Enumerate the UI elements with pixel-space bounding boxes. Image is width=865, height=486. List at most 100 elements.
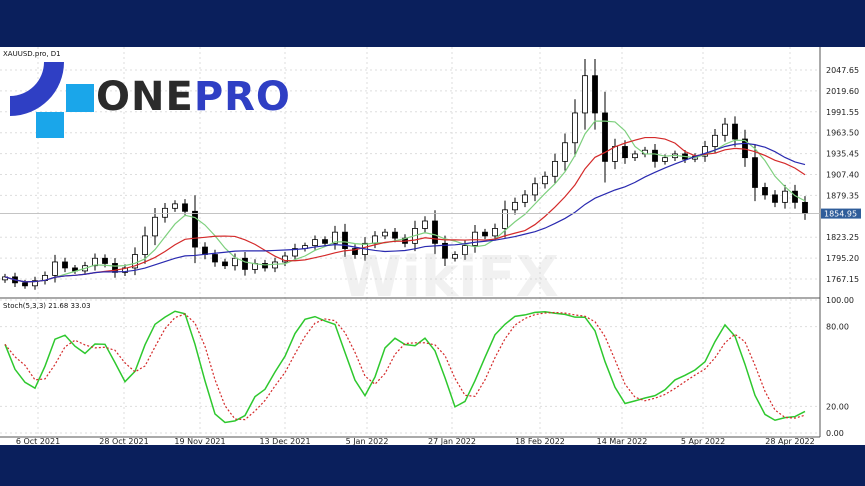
candle (582, 75, 588, 114)
candle (602, 112, 608, 162)
candle (102, 257, 108, 264)
candle (232, 257, 238, 267)
candle (562, 142, 568, 162)
stoch-tick-label: 20.00 (826, 402, 849, 411)
y-tick-label: 1991.55 (826, 108, 859, 117)
candle (222, 261, 228, 267)
stoch-tick-label: 0.00 (826, 429, 844, 438)
candle (432, 220, 438, 244)
ma-fast-line (4, 120, 806, 283)
ma-medium-line (4, 136, 806, 283)
candle (622, 146, 628, 159)
candle (452, 254, 458, 259)
candle (702, 146, 708, 157)
candle (652, 149, 658, 162)
candle (142, 235, 148, 255)
candle (262, 263, 268, 269)
candle (752, 157, 758, 188)
candle (442, 242, 448, 259)
candle (272, 261, 278, 269)
candle (192, 210, 198, 248)
candle (22, 282, 28, 287)
candle (532, 183, 538, 196)
y-tick-label: 1795.20 (826, 254, 859, 263)
x-tick-label: 5 Jan 2022 (346, 437, 389, 445)
candle (802, 201, 808, 214)
candle (712, 134, 718, 147)
x-tick-label: 13 Dec 2021 (259, 437, 310, 445)
candle (772, 194, 778, 203)
logo-text: ONEPRO (96, 74, 291, 120)
y-tick-label: 2047.65 (826, 66, 859, 75)
y-tick-label: 1767.15 (826, 275, 859, 284)
candle (732, 123, 738, 140)
candle (722, 123, 728, 136)
candle (512, 201, 518, 211)
candle (212, 254, 218, 263)
candle (592, 75, 598, 114)
candle (92, 257, 98, 267)
stoch-label: Stoch(5,3,3) 21.68 33.03 (3, 302, 91, 310)
candle (112, 263, 118, 273)
stoch-tick-label: 80.00 (826, 323, 849, 332)
candle (662, 157, 668, 162)
x-tick-label: 28 Apr 2022 (765, 437, 814, 445)
candle (202, 246, 208, 255)
candle (422, 220, 428, 229)
candle (372, 235, 378, 244)
stoch-tick-label: 100.00 (826, 296, 854, 305)
candle (172, 203, 178, 209)
current-price-label: 1854.95 (824, 210, 857, 219)
candle (52, 261, 58, 276)
x-tick-label: 28 Oct 2021 (99, 437, 148, 445)
candle (632, 153, 638, 159)
candle (542, 175, 548, 185)
candle (522, 194, 528, 203)
candle (762, 187, 768, 196)
candle (62, 261, 68, 269)
candle (332, 231, 338, 244)
x-tick-label: 18 Feb 2022 (515, 437, 565, 445)
candle (492, 228, 498, 237)
y-tick-label: 2019.60 (826, 87, 859, 96)
candle (552, 160, 558, 177)
chart-frame: 2047.65 2019.60 1991.55 1963.50 1935.45 1907.… (0, 47, 865, 445)
candle (322, 239, 328, 244)
x-tick-label: 6 Oct 2021 (16, 437, 60, 445)
x-tick-label: 19 Nov 2021 (174, 437, 225, 445)
candle (572, 112, 578, 144)
candle (352, 248, 358, 255)
candle (392, 231, 398, 239)
candle (312, 239, 318, 246)
candle (162, 207, 168, 218)
y-tick-label: 1907.40 (826, 171, 859, 180)
y-tick-label: 1823.25 (826, 233, 859, 242)
candle (472, 231, 478, 246)
x-tick-label: 27 Jan 2022 (428, 437, 476, 445)
x-tick-label: 5 Apr 2022 (681, 437, 725, 445)
candle (782, 190, 788, 203)
candle (382, 231, 388, 237)
candle (182, 203, 188, 212)
ma-slow-line (4, 142, 806, 283)
candle (242, 257, 248, 270)
stoch-main-line (4, 310, 806, 424)
current-price-badge (821, 208, 861, 219)
candle (32, 280, 38, 287)
price-chart[interactable]: 2047.65 2019.60 1991.55 1963.50 1935.45 1907.… (0, 47, 865, 445)
candle (152, 216, 158, 237)
symbol-label: XAUUSD.pro, D1 (3, 50, 61, 58)
x-tick-label: 14 Mar 2022 (597, 437, 648, 445)
y-tick-label: 1879.35 (826, 191, 859, 200)
candle (502, 209, 508, 229)
candle (292, 248, 298, 257)
candle (612, 146, 618, 162)
candle (462, 245, 468, 255)
y-tick-label: 1963.50 (826, 129, 859, 138)
y-tick-label: 1935.45 (826, 150, 859, 159)
candle (342, 231, 348, 249)
onepro-logo-icon (10, 62, 94, 138)
candle (132, 254, 138, 269)
stoch-signal-line (4, 311, 806, 421)
watermark: WikiFX (340, 245, 559, 310)
